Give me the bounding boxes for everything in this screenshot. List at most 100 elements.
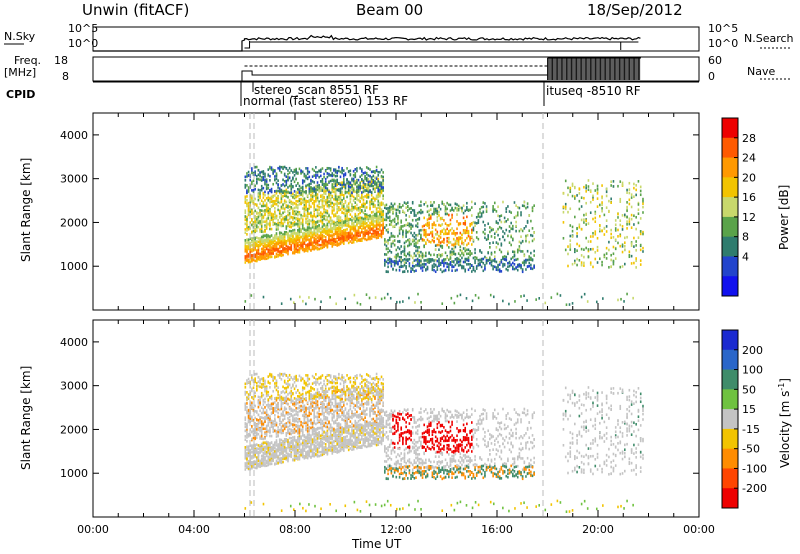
freq-trace [93, 70, 548, 82]
range-cell [379, 212, 381, 216]
range-cell [247, 419, 250, 422]
range-cell [287, 249, 289, 252]
range-cell [601, 196, 603, 200]
range-cell [305, 208, 307, 212]
range-cell [503, 263, 506, 266]
range-cell [521, 261, 524, 265]
range-cell [357, 209, 360, 212]
range-cell [423, 224, 425, 228]
range-cell [436, 215, 439, 219]
range-cell [479, 258, 481, 262]
range-cell [336, 217, 339, 221]
range-cell [259, 171, 261, 174]
range-cell [410, 211, 412, 214]
range-cell [362, 234, 365, 238]
range-cell [402, 235, 404, 239]
range-cell [429, 200, 432, 204]
range-cell [528, 214, 531, 217]
range-cell [426, 218, 429, 221]
range-cell [492, 207, 494, 211]
range-cell [470, 252, 473, 255]
range-cell [275, 174, 278, 178]
range-cell [292, 207, 294, 211]
range-cell [452, 244, 455, 247]
range-cell [318, 205, 320, 209]
range-cell [642, 230, 644, 234]
range-cell [308, 204, 311, 207]
range-cell [571, 262, 574, 266]
range-cell [254, 237, 256, 241]
range-cell [431, 204, 434, 208]
range-cell [265, 180, 268, 183]
range-cell [344, 297, 347, 301]
range-cell [275, 197, 278, 201]
range-cell [254, 253, 256, 257]
range-cell [362, 181, 365, 184]
range-cell [385, 203, 388, 207]
range-cell [380, 297, 383, 301]
range-cell [288, 191, 291, 195]
range-cell [254, 203, 256, 206]
range-cell [341, 190, 343, 194]
range-cell [344, 209, 347, 213]
range-cell [354, 236, 357, 240]
range-cell [326, 243, 329, 247]
range-cell [418, 229, 421, 232]
range-cell [461, 240, 463, 243]
range-cell [341, 219, 343, 222]
range-cell [390, 205, 393, 209]
range-cell [374, 197, 376, 201]
range-cell [461, 266, 463, 270]
range-cell [346, 204, 348, 208]
range-cell [441, 261, 444, 265]
range-cell [311, 191, 314, 194]
range-cell [626, 191, 628, 194]
range-cell [454, 263, 457, 267]
range-cell [356, 167, 358, 170]
range-cell [397, 260, 399, 264]
range-cell [405, 240, 407, 243]
range-cell [342, 234, 345, 238]
range-cell [288, 225, 291, 229]
range-cell [619, 234, 622, 238]
range-cell [267, 217, 270, 220]
range-cell [351, 223, 353, 226]
range-cell [244, 425, 247, 429]
range-cell [406, 223, 409, 227]
range-cell [500, 250, 503, 254]
range-cell [377, 200, 380, 203]
range-cell [413, 231, 416, 235]
range-cell [379, 221, 381, 225]
range-cell [287, 221, 289, 225]
range-cell [352, 227, 355, 230]
range-cell [246, 198, 248, 202]
range-cell [626, 215, 628, 219]
range-cell [426, 210, 429, 214]
range-cell [485, 261, 488, 265]
range-cell [293, 245, 296, 249]
range-cell [246, 251, 248, 254]
range-cell [269, 249, 271, 253]
range-cell [283, 234, 286, 238]
range-cell [334, 191, 337, 195]
range-cell [433, 236, 435, 240]
range-cell [315, 171, 317, 174]
range-cell [313, 220, 316, 223]
range-cell [285, 179, 288, 183]
range-cell [403, 270, 406, 273]
range-cell [297, 220, 299, 224]
range-cell [370, 202, 373, 206]
range-cell [251, 401, 253, 405]
range-cell [326, 233, 329, 236]
range-cell [569, 224, 572, 227]
range-cell [498, 270, 501, 273]
range-cell [601, 201, 603, 204]
range-cell [321, 246, 324, 250]
range-cell [305, 186, 307, 189]
range-cell [246, 229, 248, 232]
range-cell [328, 239, 330, 242]
range-cell [449, 218, 452, 222]
range-cell [300, 197, 302, 201]
range-cell [251, 444, 253, 448]
range-cell [339, 175, 342, 179]
